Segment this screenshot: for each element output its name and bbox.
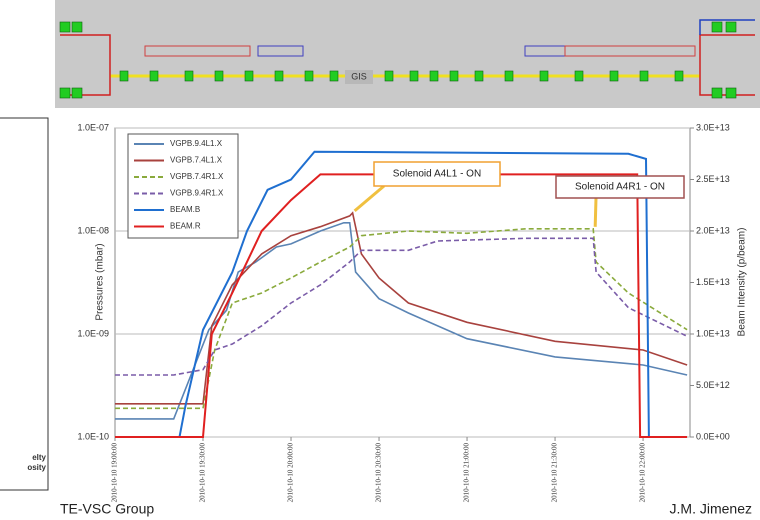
y-tick-label: 1.0E-07 (77, 122, 109, 132)
schematic-label: GIS (351, 71, 367, 81)
y2-tick-label: 3.0E+13 (696, 122, 730, 132)
y2-tick-label: 5.0E+12 (696, 380, 730, 390)
series-line (115, 237, 688, 376)
legend-label: VGPB.7.4L1.X (170, 156, 223, 165)
beam-path (699, 19, 755, 35)
side-text: osity (27, 463, 46, 472)
legend-box (127, 133, 239, 239)
valves (59, 21, 737, 99)
side-text: elty (32, 453, 46, 462)
x-tick-label: 2010-10-10 19:00:00 (111, 443, 119, 503)
y2-tick-label: 1.0E+13 (696, 328, 730, 338)
series-line (115, 150, 650, 438)
annotation-box (555, 175, 685, 199)
legend-label: VGPB.9.4R1.X (170, 189, 224, 198)
side-box (0, 117, 49, 491)
legend-label: BEAM.R (170, 222, 201, 231)
series-line (115, 173, 688, 438)
annotation-text: Solenoid A4L1 - ON (393, 169, 481, 180)
annotation-box (373, 161, 501, 187)
y2-tick-label: 1.5E+13 (696, 277, 730, 287)
x-tick-label: 2010-10-10 21:30:00 (551, 443, 559, 503)
footer-left: TE-VSC Group (60, 501, 154, 517)
gis-box (345, 70, 373, 84)
footer-right: J.M. Jimenez (670, 501, 752, 517)
block (564, 45, 696, 57)
schematic: GIS (55, 0, 760, 108)
x-tick-label: 2010-10-10 19:30:00 (199, 443, 207, 503)
y-tick-label: 1.0E-09 (77, 328, 109, 338)
series-line (115, 211, 688, 405)
x-tick-label: 2010-10-10 20:30:00 (375, 443, 383, 503)
legend-label: VGPB.9.4L1.X (170, 139, 223, 148)
block (257, 45, 304, 57)
y2-axis-label: Beam Intensity (p/beam) (737, 228, 748, 337)
legend-label: BEAM.B (170, 205, 200, 214)
series-line (115, 228, 688, 410)
x-tick-label: 2010-10-10 20:00:00 (287, 443, 295, 503)
side-panel: elty osity (0, 117, 49, 491)
y2-tick-label: 0.0E+00 (696, 431, 730, 441)
schematic-bg (55, 0, 760, 108)
x-tick-label: 2010-10-10 21:00:00 (463, 443, 471, 503)
annotation-arrow (593, 197, 598, 227)
series-line (115, 222, 688, 420)
annotation-arrow (353, 184, 385, 213)
y2-tick-label: 2.5E+13 (696, 174, 730, 184)
y2-tick-label: 2.0E+13 (696, 225, 730, 235)
y-axis-label: Pressures (mbar) (95, 243, 106, 320)
legend-label: VGPB.7.4R1.X (170, 172, 224, 181)
x-tick-label: 2010-10-10 22:00:00 (639, 443, 647, 503)
block (144, 45, 251, 57)
annotation-text: Solenoid A4R1 - ON (575, 182, 665, 193)
y-tick-label: 1.0E-08 (77, 225, 109, 235)
y-tick-label: 1.0E-10 (77, 431, 109, 441)
